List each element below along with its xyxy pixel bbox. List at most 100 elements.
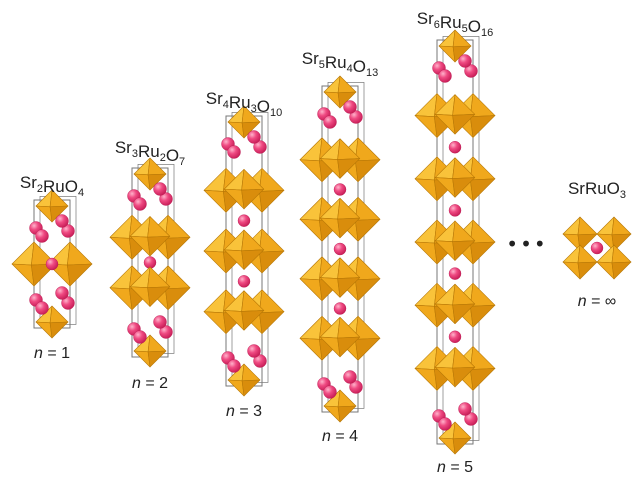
sr-atom	[458, 54, 472, 68]
formula-subscript: 4	[347, 63, 353, 75]
sr-atom	[438, 69, 452, 83]
structure-n-3	[203, 105, 285, 397]
ruo6-octahedron	[323, 75, 357, 109]
formula-label: Sr3Ru2O7	[115, 138, 185, 168]
ruo6-octahedron	[434, 157, 476, 198]
structure-n-6	[562, 216, 632, 280]
formula-subscript: 4	[223, 99, 229, 111]
formula-text: Sr	[302, 49, 319, 68]
sr-atom	[35, 229, 49, 243]
ruo6-octahedron	[434, 94, 476, 135]
sr-atom	[349, 110, 363, 124]
sr-atom	[237, 275, 251, 288]
sr-atom	[61, 296, 75, 310]
ruo6-octahedron	[319, 197, 361, 239]
ruo6-octahedron	[223, 229, 265, 270]
ruo6-octahedron	[319, 257, 361, 298]
structure-n-5	[414, 29, 496, 455]
ruo6-octahedron	[227, 105, 261, 139]
ruo6-octahedron	[434, 347, 476, 388]
formula-text: Ru	[325, 53, 347, 72]
formula-text: Ru	[229, 93, 251, 112]
n-value: = 5	[446, 459, 473, 476]
layer-count-label: n = 4	[322, 428, 358, 445]
formula-subscript: 2	[160, 152, 166, 164]
layer-count-label: n = 5	[437, 459, 473, 476]
sr-atom	[55, 214, 69, 228]
formula-label: Sr2RuO4	[20, 173, 84, 199]
formula-text: Sr	[417, 9, 434, 28]
layer-count-label: n = ∞	[578, 293, 617, 310]
sr-atom	[458, 402, 472, 416]
ruo6-octahedron	[596, 216, 632, 252]
sr-atom	[237, 214, 251, 227]
sr-atom	[227, 145, 241, 159]
sr-atom	[323, 115, 337, 129]
formula-label: Sr4Ru3O10	[206, 89, 282, 119]
sr-atom	[333, 183, 347, 196]
formula-subscript: 3	[132, 148, 138, 160]
sr-atom	[159, 325, 173, 339]
formula-label: SrRuO3	[568, 179, 626, 201]
formula-subscript: 5	[462, 23, 468, 35]
structure-n-1	[11, 189, 93, 339]
sr-atom	[133, 330, 147, 344]
formula-label: Sr5Ru4O13	[302, 49, 378, 79]
formula-subscript: 13	[366, 67, 378, 79]
n-variable: n	[578, 293, 587, 310]
sr-atom	[153, 315, 167, 329]
sr-atom	[45, 257, 59, 271]
n-variable: n	[34, 345, 43, 362]
ruo6-octahedron	[133, 334, 167, 368]
formula-subscript: 6	[434, 19, 440, 31]
formula-subscript: 4	[78, 187, 84, 199]
formula-text: RuO	[43, 177, 78, 196]
sr-atom	[253, 140, 267, 154]
sr-atom	[247, 130, 261, 144]
sr-atom	[448, 204, 462, 217]
sr-atom	[333, 242, 347, 256]
ruo6-octahedron	[35, 189, 69, 223]
formula-subscript: 16	[481, 27, 493, 39]
formula-text: SrRuO	[568, 179, 620, 198]
sr-atom	[590, 241, 604, 255]
sr-atom	[343, 370, 357, 384]
sr-atom	[247, 344, 261, 358]
n-value: = ∞	[587, 293, 617, 310]
formula-subscript: 7	[179, 156, 185, 168]
ruo6-octahedron	[319, 138, 361, 179]
sr-atom	[448, 140, 462, 154]
ruo6-octahedron	[434, 283, 476, 325]
sr-atom	[333, 302, 347, 315]
structure-n-4	[299, 75, 381, 423]
formula-subscript: 2	[37, 183, 43, 195]
sr-atom	[464, 64, 478, 78]
sr-atom	[61, 224, 75, 238]
sr-atom	[464, 412, 478, 426]
formula-text: Sr	[115, 138, 132, 157]
formula-text: O	[353, 57, 366, 76]
ruo6-octahedron	[438, 29, 472, 63]
formula-text: Ru	[138, 142, 160, 161]
ruo6-octahedron	[223, 169, 265, 210]
sr-atom	[153, 182, 167, 196]
ruo6-octahedron	[319, 316, 361, 358]
sr-atom	[349, 380, 363, 394]
n-value: = 4	[331, 428, 358, 445]
formula-text: O	[257, 97, 270, 116]
sr-atom	[448, 267, 462, 280]
n-variable: n	[226, 403, 235, 420]
formula-text: Sr	[206, 89, 223, 108]
sr-atom	[35, 301, 49, 315]
formula-text: Ru	[440, 13, 462, 32]
sr-atom	[133, 197, 147, 211]
sr-atom	[159, 192, 173, 206]
n-variable: n	[132, 375, 141, 392]
n-variable: n	[437, 459, 446, 476]
sr-atom	[253, 354, 267, 368]
ruo6-octahedron	[129, 216, 171, 257]
sr-atom	[438, 417, 452, 431]
layer-count-label: n = 2	[132, 375, 168, 392]
sr-atom	[343, 100, 357, 114]
